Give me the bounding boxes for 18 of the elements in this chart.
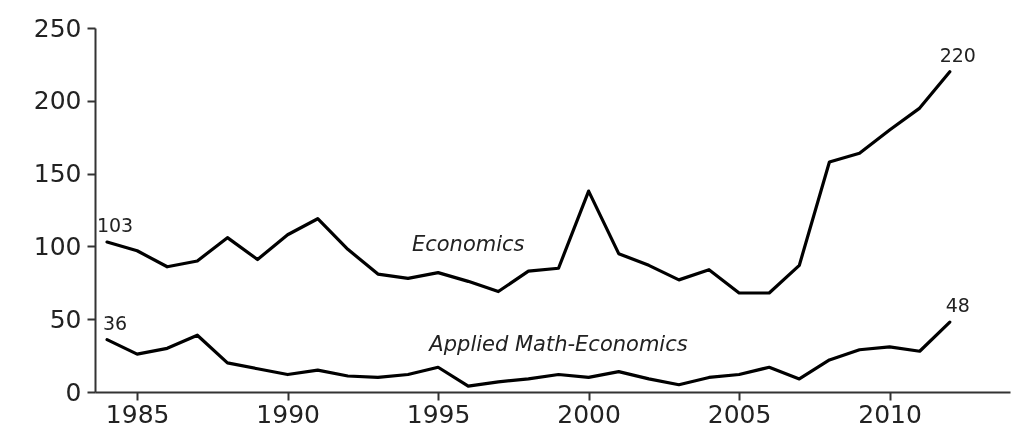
y-tick-label: 150 (33, 159, 82, 189)
series-label: Applied Math-Economics (427, 331, 688, 356)
x-tick-label: 1985 (105, 399, 170, 425)
y-tick-label: 0 (65, 377, 82, 407)
x-tick-label: 2010 (858, 399, 922, 425)
x-tick-label: 1995 (406, 399, 471, 425)
x-tick-label: 2005 (707, 399, 772, 425)
series-label: Economics (411, 232, 525, 257)
y-tick-label: 250 (33, 13, 82, 43)
y-tick-label: 50 (49, 304, 82, 334)
y-tick-label: 100 (33, 231, 82, 261)
data-label: 36 (102, 311, 128, 334)
y-tick-label: 200 (33, 86, 82, 116)
x-tick-label: 1990 (256, 399, 320, 425)
x-tick-label: 2000 (557, 399, 621, 425)
data-label: 103 (96, 214, 134, 237)
data-label: 220 (939, 43, 976, 66)
data-label: 48 (945, 294, 970, 317)
